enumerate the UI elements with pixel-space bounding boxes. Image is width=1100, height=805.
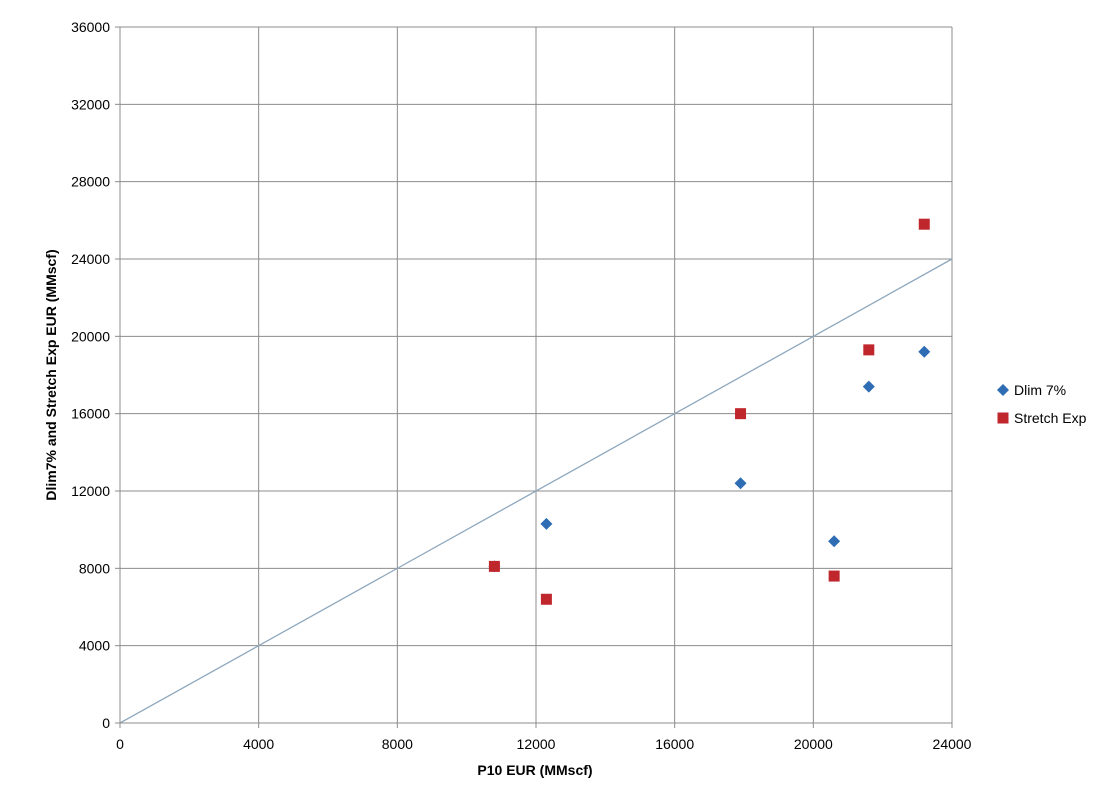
x-tick-label: 12000 [517,736,556,752]
stretch-exp-point [735,408,747,420]
y-tick-label: 28000 [71,174,110,190]
x-tick-label: 8000 [382,736,413,752]
stretch-exp-point [863,344,875,356]
dlim-point [828,535,841,548]
y-tick-label: 4000 [79,638,110,654]
x-tick-label: 24000 [933,736,972,752]
y-axis-title: Dlim7% and Stretch Exp EUR (MMscf) [43,249,59,500]
x-tick-label: 20000 [794,736,833,752]
reference-line-layer [119,258,953,724]
grid [119,26,953,724]
legend-label: Dlim 7% [1014,382,1066,398]
dlim-point [862,380,875,393]
y-tick-label: 16000 [71,406,110,422]
legend-marker-dlim [997,384,1009,396]
legend: Dlim 7% Stretch Exp [997,382,1087,426]
stretch-exp-point [918,218,930,230]
y-tick-label: 24000 [71,251,110,267]
legend-marker-stretch-exp [997,412,1009,424]
reference-line [119,258,953,724]
dlim-point [918,345,931,358]
legend-label: Stretch Exp [1014,410,1087,426]
y-tick-label: 32000 [71,96,110,112]
x-tick-label: 4000 [243,736,274,752]
y-tick-label: 8000 [79,560,110,576]
x-axis-title: P10 EUR (MMscf) [477,762,592,778]
y-tick-label: 20000 [71,328,110,344]
data-points [488,218,931,605]
dlim-point [734,477,747,490]
dlim-point [540,517,553,530]
axes: 0 4000 8000 12000 16000 20000 24000 0 4000 8000 12… [71,19,972,752]
stretch-exp-point [828,570,840,582]
stretch-exp-point [540,593,552,605]
x-tick-label: 0 [116,736,124,752]
stretch-exp-point [488,560,500,572]
y-tick-label: 0 [102,715,110,731]
y-tick-label: 36000 [71,19,110,35]
x-tick-label: 16000 [655,736,694,752]
y-tick-label: 12000 [71,483,110,499]
